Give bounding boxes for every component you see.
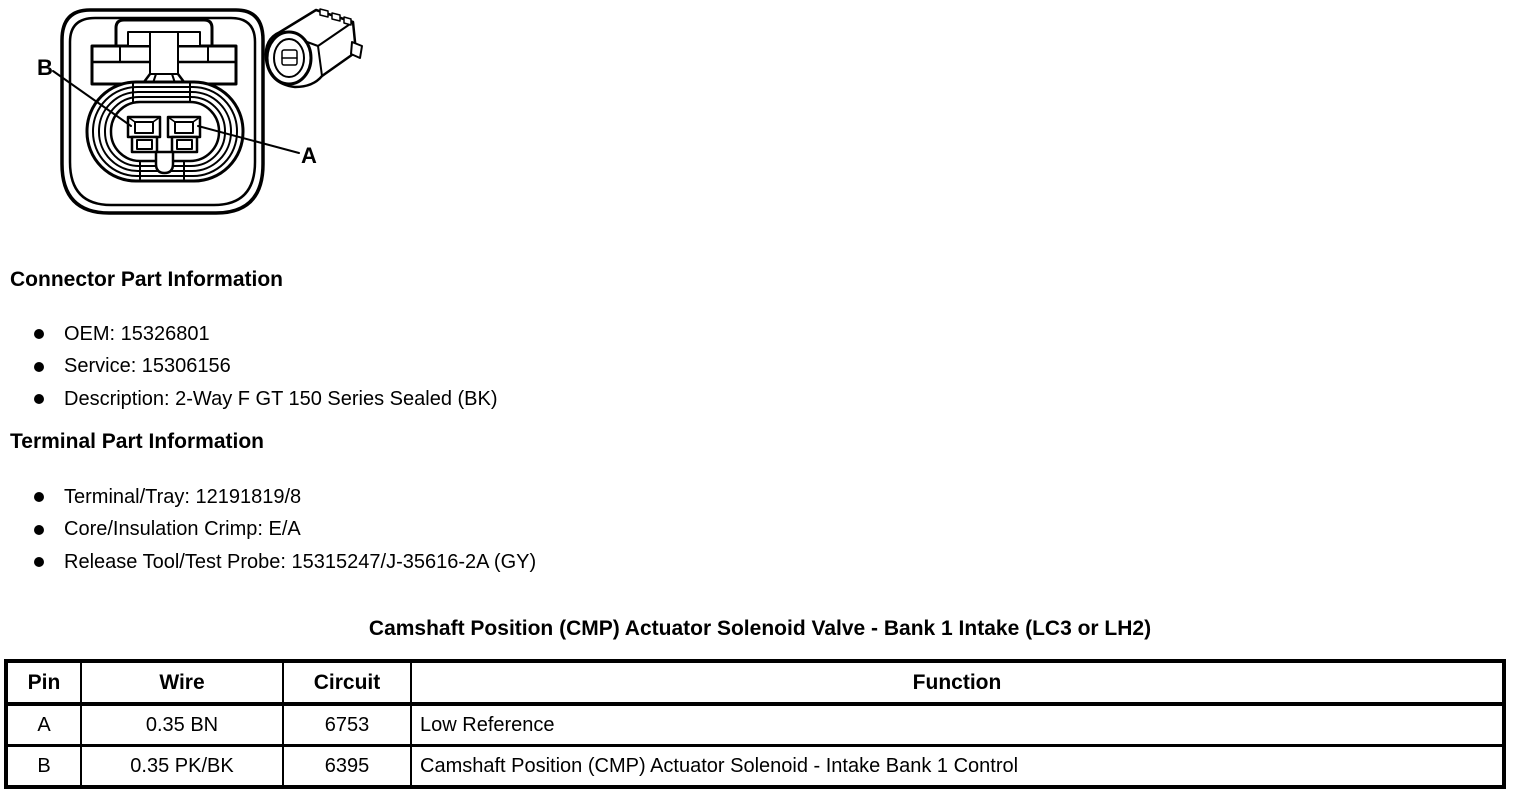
list-item-text: Release Tool/Test Probe: 15315247/J-3561… [64, 550, 537, 573]
bullet-icon [34, 361, 44, 372]
bullet-icon [34, 557, 44, 568]
col-header-pin: Pin [4, 659, 82, 706]
cell-function: Camshaft Position (CMP) Actuator Solenoi… [410, 744, 1506, 789]
list-item: OEM: 15326801 [34, 318, 498, 351]
cell-circuit: 6753 [282, 703, 412, 747]
table-header-row: Pin Wire Circuit Function [4, 659, 1506, 706]
list-item-text: OEM: 15326801 [64, 322, 210, 345]
cell-circuit: 6395 [282, 744, 412, 789]
pinout-table-title: Camshaft Position (CMP) Actuator Solenoi… [368, 617, 1152, 640]
terminal-part-info-list: Terminal/Tray: 12191819/8 Core/Insulatio… [34, 481, 536, 579]
bullet-icon [34, 492, 44, 503]
list-item: Core/Insulation Crimp: E/A [34, 514, 536, 547]
table-row: B 0.35 PK/BK 6395 Camshaft Position (CMP… [4, 744, 1506, 789]
list-item-text: Terminal/Tray: 12191819/8 [64, 485, 302, 508]
col-header-wire: Wire [80, 659, 284, 706]
connector-part-info-heading: Connector Part Information [10, 268, 284, 291]
terminal-part-info-heading: Terminal Part Information [10, 430, 264, 453]
cell-pin: B [4, 744, 82, 789]
pin-label-a: A [301, 143, 317, 168]
list-item: Release Tool/Test Probe: 15315247/J-3561… [34, 546, 536, 579]
list-item-text: Description: 2-Way F GT 150 Series Seale… [64, 387, 498, 410]
bullet-icon [34, 524, 44, 535]
cell-wire: 0.35 PK/BK [80, 744, 284, 789]
connector-diagram: B A [0, 0, 400, 230]
bullet-icon [34, 329, 44, 340]
cell-function: Low Reference [410, 703, 1506, 747]
list-item-text: Service: 15306156 [64, 355, 231, 378]
cell-pin: A [4, 703, 82, 747]
pin-label-b: B [37, 55, 53, 80]
list-item: Description: 2-Way F GT 150 Series Seale… [34, 383, 498, 416]
bullet-icon [34, 394, 44, 405]
connector-front-view-drawing [52, 8, 300, 215]
connector-iso-view-drawing [264, 8, 363, 89]
table-row: A 0.35 BN 6753 Low Reference [4, 703, 1506, 747]
list-item-text: Core/Insulation Crimp: E/A [64, 518, 301, 541]
cell-wire: 0.35 BN [80, 703, 284, 747]
connector-part-info-list: OEM: 15326801 Service: 15306156 Descript… [34, 318, 498, 416]
list-item: Service: 15306156 [34, 351, 498, 384]
col-header-circuit: Circuit [282, 659, 412, 706]
pinout-table: Pin Wire Circuit Function A 0.35 BN 6753… [4, 659, 1506, 789]
col-header-function: Function [410, 659, 1506, 706]
list-item: Terminal/Tray: 12191819/8 [34, 481, 536, 514]
